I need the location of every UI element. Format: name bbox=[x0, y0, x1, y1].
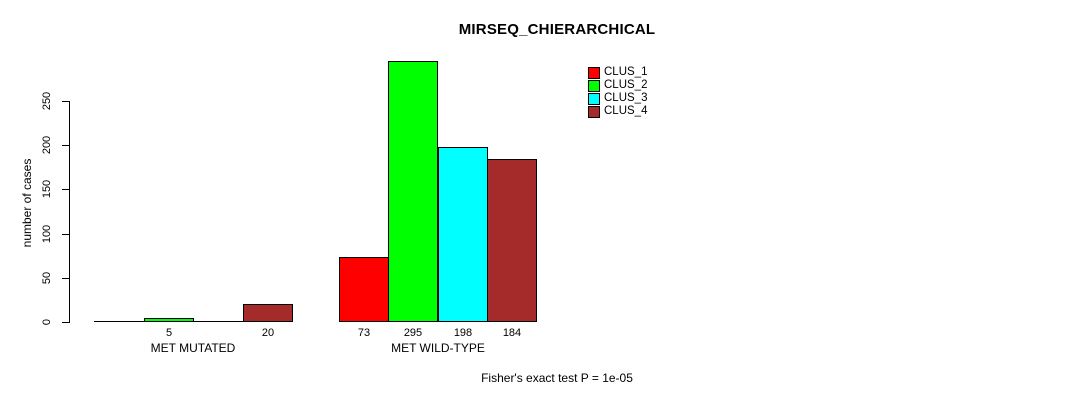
legend-swatch-icon bbox=[588, 66, 600, 79]
chart-title: MIRSEQ_CHIERARCHICAL bbox=[458, 21, 656, 38]
legend-item-clus_3: CLUS_3 bbox=[588, 92, 647, 105]
y-axis-tick bbox=[62, 189, 69, 190]
stats-annotation: Fisher's exact test P = 1e-05 bbox=[481, 371, 633, 385]
y-axis-tick bbox=[62, 101, 69, 102]
bar-clus_1-1-zero bbox=[94, 321, 145, 322]
legend-label: CLUS_1 bbox=[604, 66, 648, 78]
bar-value-label: 20 bbox=[261, 327, 275, 339]
y-axis-tick-label: 0 bbox=[41, 318, 53, 326]
y-axis-line bbox=[69, 101, 70, 323]
y-axis-tick bbox=[62, 234, 69, 235]
legend-swatch-icon bbox=[588, 105, 600, 118]
bar-clus_2-1 bbox=[144, 318, 194, 322]
bar-value-label: 295 bbox=[403, 327, 423, 339]
category-label-2: MET WILD-TYPE bbox=[391, 341, 485, 355]
legend-item-clus_2: CLUS_2 bbox=[588, 79, 647, 92]
bar-clus_4-2 bbox=[487, 159, 537, 322]
legend-item-clus_1: CLUS_1 bbox=[588, 66, 647, 79]
legend-label: CLUS_2 bbox=[604, 79, 648, 91]
y-axis-tick-label: 200 bbox=[41, 135, 53, 155]
bar-clus_3-2 bbox=[438, 147, 488, 322]
legend-swatch-icon bbox=[588, 92, 600, 105]
y-axis-tick bbox=[62, 322, 69, 323]
bar-value-label: 184 bbox=[502, 327, 522, 339]
legend-label: CLUS_3 bbox=[604, 92, 648, 104]
bar-value-label: 5 bbox=[165, 327, 173, 339]
legend-swatch-icon bbox=[588, 79, 600, 92]
y-axis-tick-label: 100 bbox=[41, 224, 53, 244]
bar-clus_4-1 bbox=[243, 304, 293, 322]
y-axis-label-text: number of cases bbox=[20, 158, 34, 248]
category-label-1: MET MUTATED bbox=[150, 341, 236, 355]
legend-item-clus_4: CLUS_4 bbox=[588, 105, 647, 118]
bar-value-label: 73 bbox=[357, 327, 371, 339]
bar-clus_3-1-zero bbox=[193, 321, 244, 322]
legend-label: CLUS_4 bbox=[604, 105, 648, 117]
y-axis-tick-label: 250 bbox=[41, 91, 53, 111]
y-axis-tick-label: 50 bbox=[41, 271, 53, 285]
y-axis-tick bbox=[62, 278, 69, 279]
y-axis-tick-label: 150 bbox=[41, 179, 53, 199]
bar-clus_2-2 bbox=[388, 61, 438, 322]
bar-clus_1-2 bbox=[339, 257, 389, 322]
y-axis-tick bbox=[62, 145, 69, 146]
bar-value-label: 198 bbox=[453, 327, 473, 339]
